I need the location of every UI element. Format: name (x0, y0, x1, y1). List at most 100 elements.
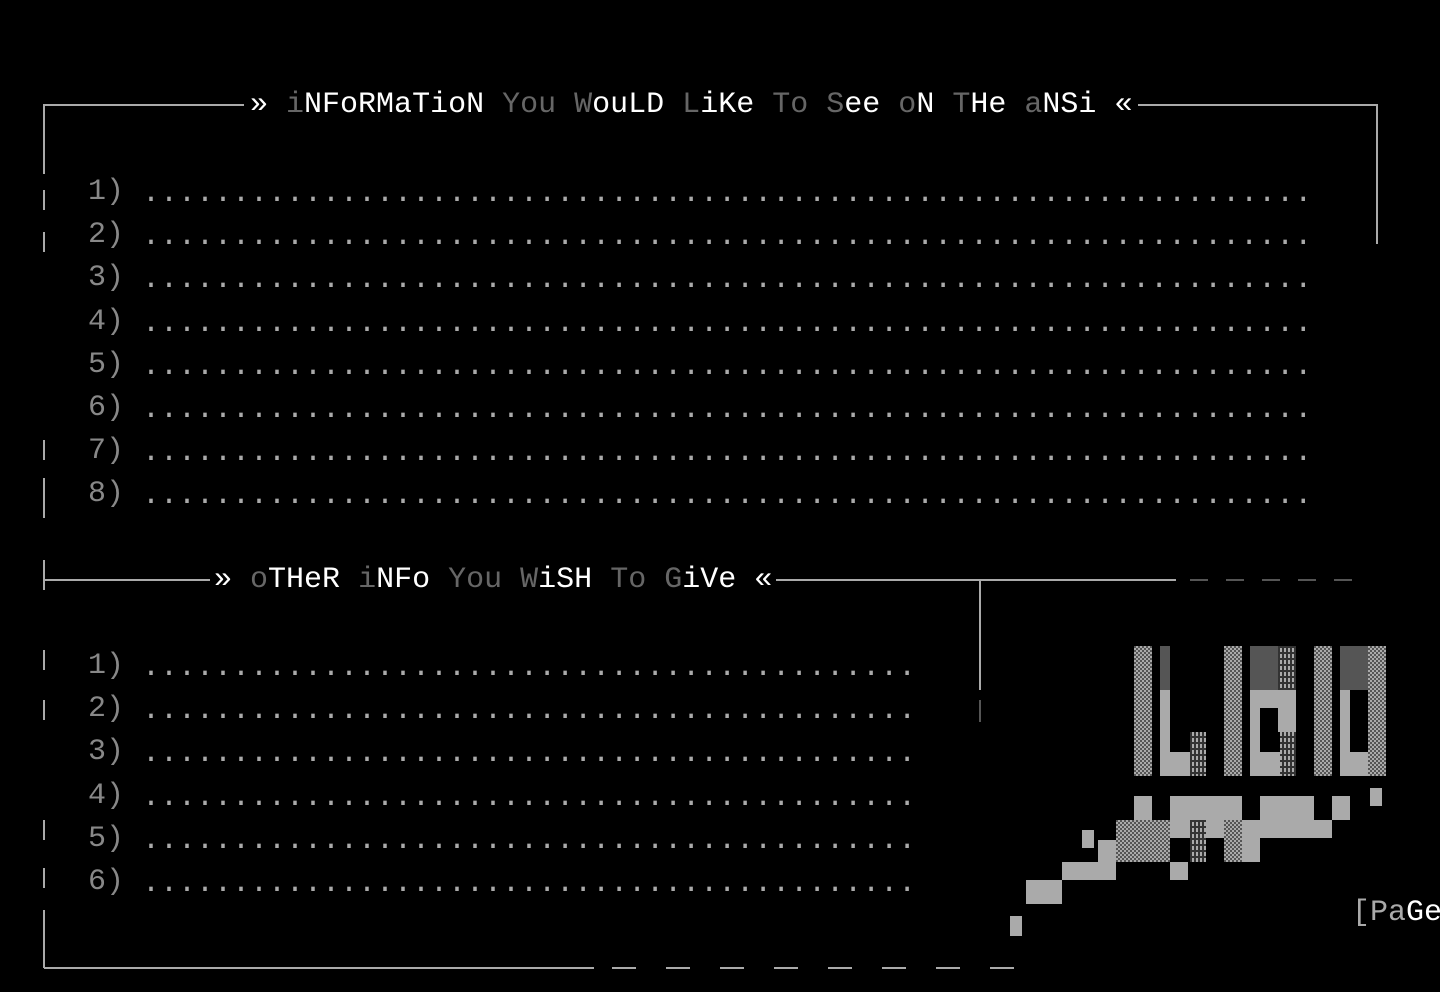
title-word-prefix: G (664, 563, 683, 597)
title-word: ouLD (592, 88, 665, 122)
dotted-input-line[interactable]: ........................................… (142, 694, 917, 729)
dotted-input-line[interactable]: ........................................… (142, 220, 1313, 255)
page-word-end: Ge (1406, 896, 1440, 930)
section-title-information: » iNFoRMaTioN You WouLD LiKe To See oN T… (250, 90, 1132, 120)
border-dash (43, 868, 45, 888)
title-word-prefix: i (358, 563, 377, 597)
logo-letters (1134, 646, 1386, 776)
line-number: 7) (88, 434, 125, 469)
page-indicator: [PaGe 2] (1280, 868, 1440, 958)
dotted-input-line[interactable]: ........................................… (142, 737, 917, 772)
title-word-prefix: i (286, 88, 305, 122)
logo-block (1224, 646, 1242, 776)
line-number: 2) (88, 692, 125, 727)
border-bottom-dashes (612, 967, 1032, 969)
logo-block (1340, 690, 1350, 776)
logo-block (1190, 732, 1206, 776)
page-word: Pa (1370, 896, 1407, 930)
logo-block (1224, 820, 1242, 862)
title-word: iSH (538, 563, 593, 597)
title-word: iVe (682, 563, 737, 597)
logo-block (1260, 796, 1314, 820)
line-number: 6) (88, 391, 125, 425)
dotted-input-line[interactable]: ........................................… (142, 177, 1313, 211)
separator-vertical (979, 580, 981, 690)
dotted-input-line[interactable]: ........................................… (142, 306, 1313, 341)
logo-block (1010, 916, 1022, 936)
arrow-right-icon: » (250, 88, 269, 122)
logo-block (1278, 708, 1296, 732)
bracket: [ (1352, 896, 1371, 930)
title-word-prefix: L (682, 88, 701, 122)
arrow-right-icon: » (214, 563, 233, 597)
border-dash (43, 700, 45, 720)
title-word-prefix: You (502, 88, 557, 122)
title-word-prefix: To (610, 563, 647, 597)
border-right-top (1376, 104, 1378, 244)
logo-block (1250, 646, 1278, 690)
line-number: 8) (88, 477, 125, 512)
border-dash (43, 190, 45, 210)
border-top-left (44, 104, 244, 106)
line-number: 5) (88, 821, 125, 856)
dotted-input-line[interactable]: ........................................… (142, 479, 1313, 514)
dotted-input-line[interactable]: ........................................… (142, 780, 917, 815)
logo-block (1340, 646, 1368, 690)
title-word: ee (844, 88, 881, 122)
line-number: 1) (88, 649, 125, 683)
logo-block (1160, 690, 1170, 776)
logo-block (1332, 796, 1350, 820)
logo-block (1368, 646, 1386, 776)
dotted-input-line[interactable]: ........................................… (142, 349, 1313, 384)
arrow-left-icon: « (1114, 88, 1133, 122)
title-word: N (916, 88, 935, 122)
dotted-input-line[interactable]: ........................................… (142, 436, 1313, 471)
separator-left (44, 579, 210, 581)
border-left-top (43, 104, 45, 174)
logo-block (1190, 820, 1206, 862)
title-word: iKe (700, 88, 755, 122)
arrow-left-icon: « (754, 563, 773, 597)
title-word-prefix: S (826, 88, 845, 122)
border-top-right (1138, 104, 1378, 106)
logo-block (1062, 862, 1116, 880)
dotted-input-line[interactable]: ........................................… (142, 867, 917, 901)
logo-block (1160, 646, 1170, 690)
border-dash (43, 440, 45, 460)
logo-block (1242, 820, 1332, 838)
title-word: THeR (268, 563, 341, 597)
logo-ilbio (1010, 646, 1386, 936)
logo-block (1280, 732, 1296, 776)
title-word: NSi (1042, 88, 1097, 122)
logo-block (1250, 752, 1280, 776)
border-dash (43, 650, 45, 670)
title-word-prefix: o (898, 88, 917, 122)
line-number: 4) (88, 778, 125, 813)
line-number: 6) (88, 865, 125, 899)
line-number: 4) (88, 304, 125, 339)
title-word: He (970, 88, 1007, 122)
logo-block (1026, 880, 1062, 904)
dotted-input-line[interactable]: ........................................… (142, 823, 917, 858)
dotted-input-line[interactable]: ........................................… (142, 263, 1313, 298)
title-word-prefix: To (772, 88, 809, 122)
logo-block (1340, 752, 1370, 776)
line-number: 5) (88, 347, 125, 382)
dotted-input-line[interactable]: ........................................… (142, 393, 1313, 427)
line-number: 3) (88, 735, 125, 770)
separator-vertical-fade (979, 700, 981, 722)
border-dash (43, 478, 45, 518)
title-word-prefix: T (952, 88, 971, 122)
logo-block (1170, 796, 1242, 820)
logo-block (1160, 752, 1190, 776)
line-number: 3) (88, 261, 125, 296)
title-word-prefix: o (250, 563, 269, 597)
title-word-prefix: W (574, 88, 593, 122)
logo-block (1242, 838, 1260, 862)
border-left-bottom (43, 910, 45, 968)
border-dash (43, 232, 45, 252)
border-bottom (44, 967, 594, 969)
dotted-input-line[interactable]: ........................................… (142, 651, 917, 685)
border-dash (43, 820, 45, 840)
logo-block (1082, 830, 1094, 848)
